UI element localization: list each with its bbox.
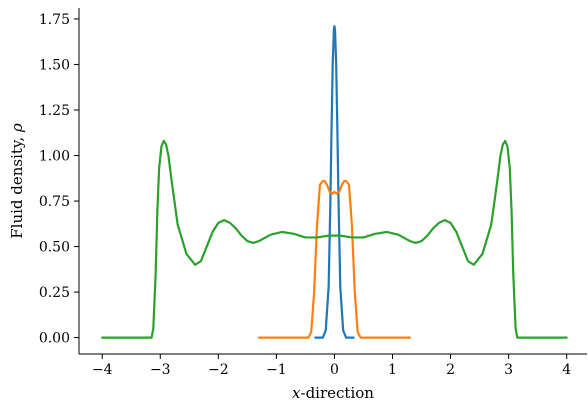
x-tick-label: −3 bbox=[150, 362, 171, 378]
y-tick-label: 0.75 bbox=[39, 194, 70, 210]
axes bbox=[78, 8, 587, 355]
x-tick-label: 3 bbox=[504, 362, 513, 378]
y-axis-label-symbol: ρ bbox=[8, 123, 26, 133]
y-tick-label: 1.25 bbox=[39, 103, 70, 119]
y-tick-label: 0.25 bbox=[39, 285, 70, 301]
y-axis-label-text: Fluid density, bbox=[8, 132, 26, 239]
y-tick-label: 0.00 bbox=[39, 331, 70, 347]
x-tick-label: 1 bbox=[388, 362, 397, 378]
y-tick-label: 1.00 bbox=[39, 149, 70, 165]
x-axis-label-text: -direction bbox=[301, 384, 375, 402]
x-tick-label: 0 bbox=[330, 362, 339, 378]
y-axis-label: Fluid density, ρ bbox=[8, 123, 26, 239]
x-tick-label: 2 bbox=[446, 362, 455, 378]
x-axis-label-variable: x bbox=[292, 384, 301, 402]
x-tick-label: 4 bbox=[562, 362, 571, 378]
x-axis-label: x-direction bbox=[292, 384, 374, 402]
series-layer bbox=[101, 25, 568, 339]
series-line-3 bbox=[101, 139, 568, 339]
x-tick-label: −4 bbox=[92, 362, 113, 378]
y-tick-label: 1.75 bbox=[39, 12, 70, 28]
y-tick-label: 0.50 bbox=[39, 240, 70, 256]
series-line-1 bbox=[314, 25, 355, 339]
x-tick-label: −2 bbox=[208, 362, 229, 378]
x-ticks: −4 −3 −2 −1 0 1 2 3 4 bbox=[92, 354, 571, 378]
x-tick-label: −1 bbox=[266, 362, 287, 378]
y-ticks: 0.00 0.25 0.50 0.75 1.00 1.25 1.50 1.75 bbox=[39, 12, 79, 347]
series-line-2 bbox=[257, 179, 412, 339]
y-tick-label: 1.50 bbox=[39, 57, 70, 73]
